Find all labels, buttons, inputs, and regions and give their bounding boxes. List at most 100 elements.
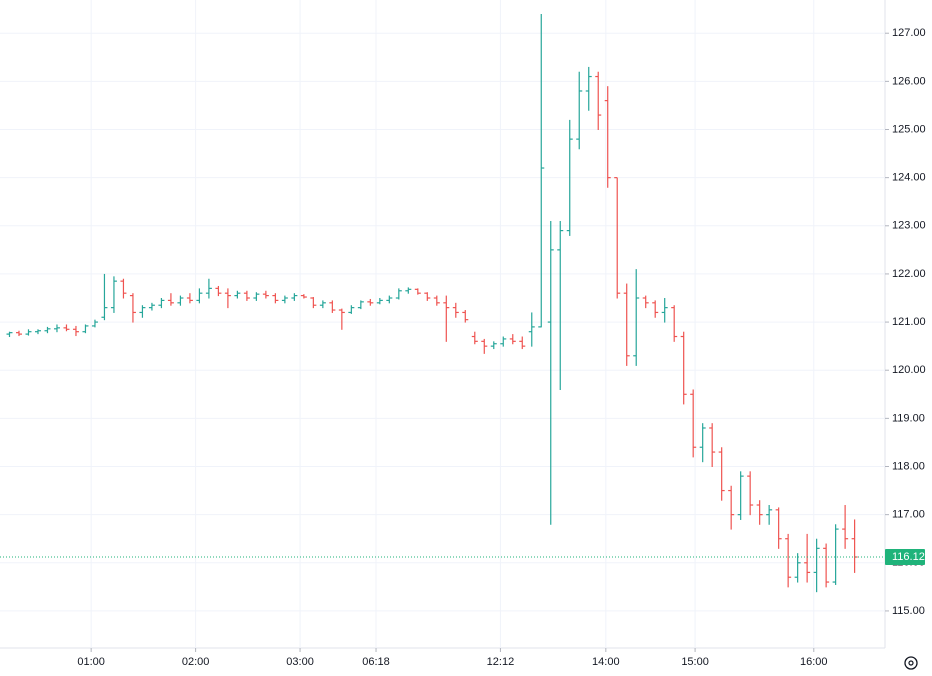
ohlc-bar <box>63 324 70 332</box>
ohlc-bar <box>528 312 535 347</box>
ohlc-bar <box>737 471 744 520</box>
ohlc-bar <box>785 533 792 588</box>
y-tick-label: 127.00 <box>892 27 926 39</box>
ohlc-bar <box>72 325 79 337</box>
x-tick-label: 02:00 <box>182 656 210 668</box>
ohlc-bar <box>509 334 516 345</box>
ohlc-bar <box>623 283 630 366</box>
ohlc-bar <box>538 13 545 328</box>
ohlc-bar <box>424 292 431 301</box>
ohlc-bar <box>851 519 858 573</box>
x-tick-label: 01:00 <box>77 656 105 668</box>
ohlc-bar <box>519 336 526 350</box>
ohlc-bar <box>433 295 440 306</box>
ohlc-bar <box>842 505 849 549</box>
ohlc-bar <box>272 293 279 304</box>
ohlc-bar <box>110 276 117 313</box>
ohlc-bar <box>234 290 241 299</box>
ohlc-bar <box>82 324 89 334</box>
ohlc-bar <box>205 278 212 299</box>
ohlc-bar <box>44 326 51 334</box>
ohlc-bar <box>224 288 231 309</box>
ohlc-bar <box>813 538 820 593</box>
y-tick-label: 122.00 <box>892 268 926 280</box>
y-tick-label: 124.00 <box>892 172 926 184</box>
y-tick-label: 121.00 <box>892 316 926 328</box>
ohlc-bar <box>376 298 383 305</box>
ohlc-bar <box>614 177 621 299</box>
ohlc-bar <box>120 278 127 299</box>
x-tick-label: 15:00 <box>681 656 709 668</box>
settings-icon[interactable] <box>904 656 918 670</box>
ohlc-bar <box>756 500 763 525</box>
ohlc-bar <box>728 485 735 530</box>
ohlc-bar <box>566 119 573 236</box>
ohlc-bar <box>471 331 478 345</box>
ohlc-bar <box>500 336 507 347</box>
ohlc-bar <box>547 220 554 525</box>
ohlc-bar <box>6 331 13 338</box>
ohlc-bar <box>604 86 611 188</box>
ohlc-bar <box>699 423 706 463</box>
settings-button[interactable] <box>904 656 918 670</box>
ohlc-bar <box>196 288 203 304</box>
ohlc-bar <box>386 295 393 304</box>
ohlc-bar <box>671 305 678 342</box>
ohlc-bar <box>291 293 298 301</box>
ohlc-bar <box>91 319 98 328</box>
ohlc-bar <box>357 300 364 310</box>
ohlc-bar <box>395 288 402 300</box>
ohlc-bar <box>652 300 659 318</box>
ohlc-bar <box>747 471 754 516</box>
ohlc-bar <box>642 295 649 309</box>
ohlc-bar <box>177 295 184 306</box>
ohlc-bar <box>405 287 412 294</box>
ohlc-bar <box>139 305 146 318</box>
y-tick-label: 119.00 <box>892 412 925 424</box>
ohlc-bar <box>243 290 250 301</box>
last-price-box <box>885 549 925 566</box>
ohlc-bar <box>329 300 336 313</box>
ohlc-bar <box>34 329 41 335</box>
ohlc-bar <box>215 285 222 297</box>
ohlc-bar <box>101 273 108 321</box>
ohlc-bar <box>557 220 564 390</box>
ohlc-bar <box>690 389 697 458</box>
ohlc-bar <box>53 324 60 333</box>
ohlc-bar <box>766 505 773 525</box>
x-tick-label: 14:00 <box>592 656 620 668</box>
x-tick-label: 03:00 <box>286 656 314 668</box>
x-tick-label: 12:12 <box>487 656 515 668</box>
ohlc-bar <box>129 293 136 323</box>
ohlc-bar <box>804 533 811 583</box>
ohlc-bar <box>661 298 668 323</box>
ohlc-bar <box>414 288 421 295</box>
ohlc-bar <box>462 310 469 323</box>
ohlc-bar <box>262 290 269 299</box>
settings-icon-core[interactable] <box>908 660 914 666</box>
ohlc-bar <box>148 302 155 311</box>
ohlc-bar <box>186 293 193 304</box>
ohlc-bar <box>338 308 345 330</box>
ohlc-bar <box>823 543 830 588</box>
ohlc-bar <box>253 292 260 301</box>
y-tick-label: 125.00 <box>892 123 926 135</box>
ohlc-bar <box>490 341 497 350</box>
ohlc-bar <box>452 302 459 318</box>
ohlc-bar <box>25 329 32 336</box>
ohlc-bar <box>832 524 839 585</box>
ohlc-bar <box>633 269 640 366</box>
ohlc-bar <box>718 447 725 501</box>
grid <box>0 0 885 648</box>
x-tick-label: 16:00 <box>800 656 828 668</box>
y-tick-label: 117.00 <box>892 509 925 521</box>
last-price-label: 116.12 <box>892 551 925 563</box>
ohlc-bar <box>595 71 602 131</box>
ohlc-bar <box>794 553 801 583</box>
ohlc-bar <box>367 298 374 306</box>
ohlc-bar <box>709 423 716 468</box>
ohlc-bar <box>680 331 687 405</box>
ohlc-bar <box>481 338 488 354</box>
